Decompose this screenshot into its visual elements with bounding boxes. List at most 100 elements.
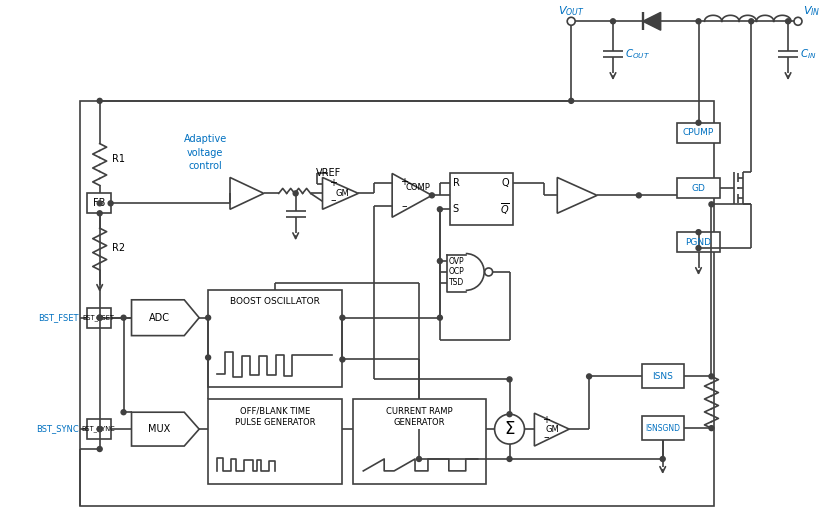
- Circle shape: [484, 268, 493, 276]
- Text: +: +: [542, 415, 551, 425]
- Text: BST_FSET: BST_FSET: [83, 314, 115, 321]
- Circle shape: [97, 201, 102, 206]
- Text: R1: R1: [111, 153, 125, 163]
- Polygon shape: [132, 300, 199, 336]
- Text: ADC: ADC: [149, 313, 170, 323]
- Text: CURRENT RAMP: CURRENT RAMP: [385, 407, 453, 416]
- Circle shape: [587, 374, 592, 379]
- Bar: [80, 101, 715, 506]
- Bar: [676, 232, 721, 252]
- Text: CPUMP: CPUMP: [683, 128, 714, 137]
- Text: MUX: MUX: [148, 424, 170, 434]
- Text: –: –: [401, 201, 407, 211]
- Circle shape: [429, 193, 434, 198]
- Circle shape: [97, 99, 102, 103]
- Bar: [87, 308, 111, 328]
- Text: ISNSGND: ISNSGND: [645, 424, 680, 433]
- Bar: [676, 123, 721, 143]
- Circle shape: [97, 315, 102, 320]
- Text: Adaptive
voltage
control: Adaptive voltage control: [184, 134, 227, 171]
- Circle shape: [437, 207, 442, 212]
- Text: R2: R2: [111, 243, 125, 253]
- Circle shape: [569, 99, 574, 103]
- Text: S: S: [453, 204, 459, 214]
- Text: OCP: OCP: [449, 268, 464, 277]
- Bar: [354, 399, 486, 484]
- Text: –: –: [331, 196, 336, 206]
- Circle shape: [97, 211, 102, 216]
- Text: GD: GD: [691, 184, 706, 193]
- Text: GM: GM: [546, 425, 559, 434]
- Circle shape: [205, 315, 210, 320]
- Circle shape: [636, 193, 641, 198]
- Text: OFF/BLANK TIME: OFF/BLANK TIME: [240, 407, 310, 416]
- Circle shape: [416, 456, 422, 462]
- Circle shape: [97, 427, 102, 432]
- Text: $C_{IN}$: $C_{IN}$: [800, 47, 816, 61]
- Circle shape: [97, 446, 102, 452]
- Circle shape: [709, 374, 714, 379]
- Text: $V_{IN}$: $V_{IN}$: [803, 4, 820, 18]
- Circle shape: [494, 414, 525, 444]
- Circle shape: [340, 315, 345, 320]
- Circle shape: [748, 19, 753, 24]
- Text: VREF: VREF: [316, 169, 341, 179]
- Polygon shape: [643, 12, 660, 30]
- Text: +: +: [329, 179, 338, 189]
- Circle shape: [97, 315, 102, 320]
- Text: GM: GM: [335, 189, 349, 198]
- Bar: [642, 416, 684, 440]
- Circle shape: [507, 377, 512, 382]
- Text: R: R: [453, 179, 460, 189]
- Circle shape: [108, 201, 113, 206]
- Bar: [450, 173, 513, 225]
- Text: BOOST OSCILLATOR: BOOST OSCILLATOR: [230, 297, 320, 306]
- Text: PULSE GENERATOR: PULSE GENERATOR: [235, 418, 315, 427]
- Circle shape: [205, 355, 210, 360]
- Circle shape: [709, 426, 714, 431]
- Bar: [87, 419, 111, 439]
- Text: BST_SYNC: BST_SYNC: [82, 426, 116, 433]
- Circle shape: [507, 412, 512, 417]
- Text: +: +: [400, 178, 408, 188]
- Circle shape: [507, 456, 512, 462]
- Text: Q: Q: [502, 179, 510, 189]
- Bar: [208, 399, 343, 484]
- Text: PGND: PGND: [685, 238, 711, 247]
- Text: $\overline{Q}$: $\overline{Q}$: [499, 201, 510, 217]
- Circle shape: [567, 17, 575, 25]
- Circle shape: [121, 409, 126, 415]
- Bar: [642, 365, 684, 388]
- Circle shape: [785, 19, 790, 24]
- Polygon shape: [557, 178, 597, 213]
- Text: GENERATOR: GENERATOR: [393, 418, 445, 427]
- Bar: [87, 193, 111, 213]
- Bar: [676, 179, 721, 198]
- Polygon shape: [132, 412, 199, 446]
- Circle shape: [696, 120, 701, 125]
- Text: OVP: OVP: [449, 257, 464, 266]
- Circle shape: [696, 19, 701, 24]
- Circle shape: [437, 259, 442, 264]
- Circle shape: [696, 246, 701, 250]
- Circle shape: [437, 315, 442, 320]
- Circle shape: [660, 456, 665, 462]
- Circle shape: [340, 357, 345, 362]
- Circle shape: [97, 315, 102, 320]
- Text: –: –: [544, 432, 549, 442]
- Circle shape: [121, 315, 126, 320]
- Text: ISNS: ISNS: [652, 372, 673, 381]
- Circle shape: [611, 19, 615, 24]
- Text: BST_SYNC: BST_SYNC: [36, 425, 79, 434]
- Polygon shape: [535, 413, 569, 446]
- Polygon shape: [392, 173, 432, 217]
- Bar: [208, 290, 343, 387]
- Polygon shape: [323, 178, 359, 209]
- Text: $V_{OUT}$: $V_{OUT}$: [558, 4, 585, 18]
- Circle shape: [696, 230, 701, 235]
- Circle shape: [709, 202, 714, 207]
- Circle shape: [794, 17, 802, 25]
- Text: BST_FSET: BST_FSET: [39, 313, 79, 322]
- Polygon shape: [230, 178, 264, 209]
- Text: TSD: TSD: [449, 278, 464, 287]
